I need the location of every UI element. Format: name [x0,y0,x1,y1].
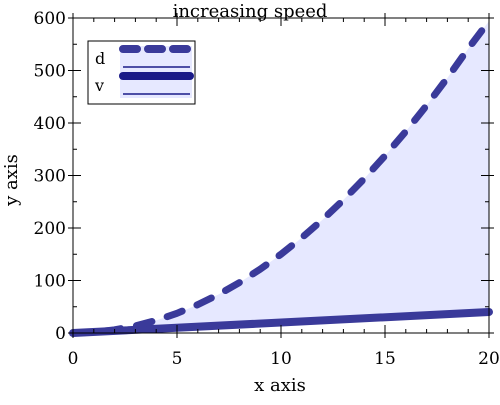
legend: dv [87,40,196,105]
series-d-line [69,17,493,337]
y-tick-label: 600 [34,9,66,29]
x-axis-title: x axis [254,375,306,396]
y-tick-label: 500 [34,62,66,82]
legend-label-d: d [95,49,105,68]
y-tick-label: 100 [34,272,66,292]
y-axis-title: y axis [1,154,22,207]
chart-title: increasing speed [173,1,328,22]
x-tick-label: 10 [270,349,292,369]
y-tick-label: 0 [55,324,66,344]
x-tick-label: 0 [68,349,79,369]
x-tick-label: 15 [374,349,396,369]
legend-label-v: v [94,76,104,95]
y-tick-label: 300 [34,167,66,187]
x-tick-label: 5 [172,349,183,369]
fill-between-d-v [73,21,489,334]
y-tick-label: 200 [34,219,66,239]
y-tick-label: 400 [34,114,66,134]
x-tick-label: 20 [478,349,500,369]
series-v-line [69,308,493,337]
